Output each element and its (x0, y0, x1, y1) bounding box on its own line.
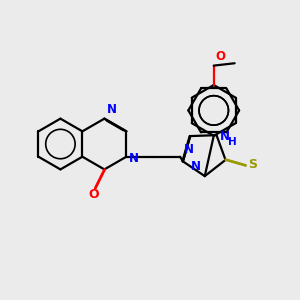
Text: H: H (228, 137, 237, 147)
Text: O: O (215, 50, 225, 63)
Text: O: O (88, 188, 99, 201)
Text: N: N (191, 160, 201, 173)
Text: N: N (107, 103, 117, 116)
Text: N: N (184, 143, 194, 156)
Text: N: N (220, 130, 230, 143)
Text: S: S (249, 158, 258, 171)
Text: N: N (129, 152, 139, 165)
